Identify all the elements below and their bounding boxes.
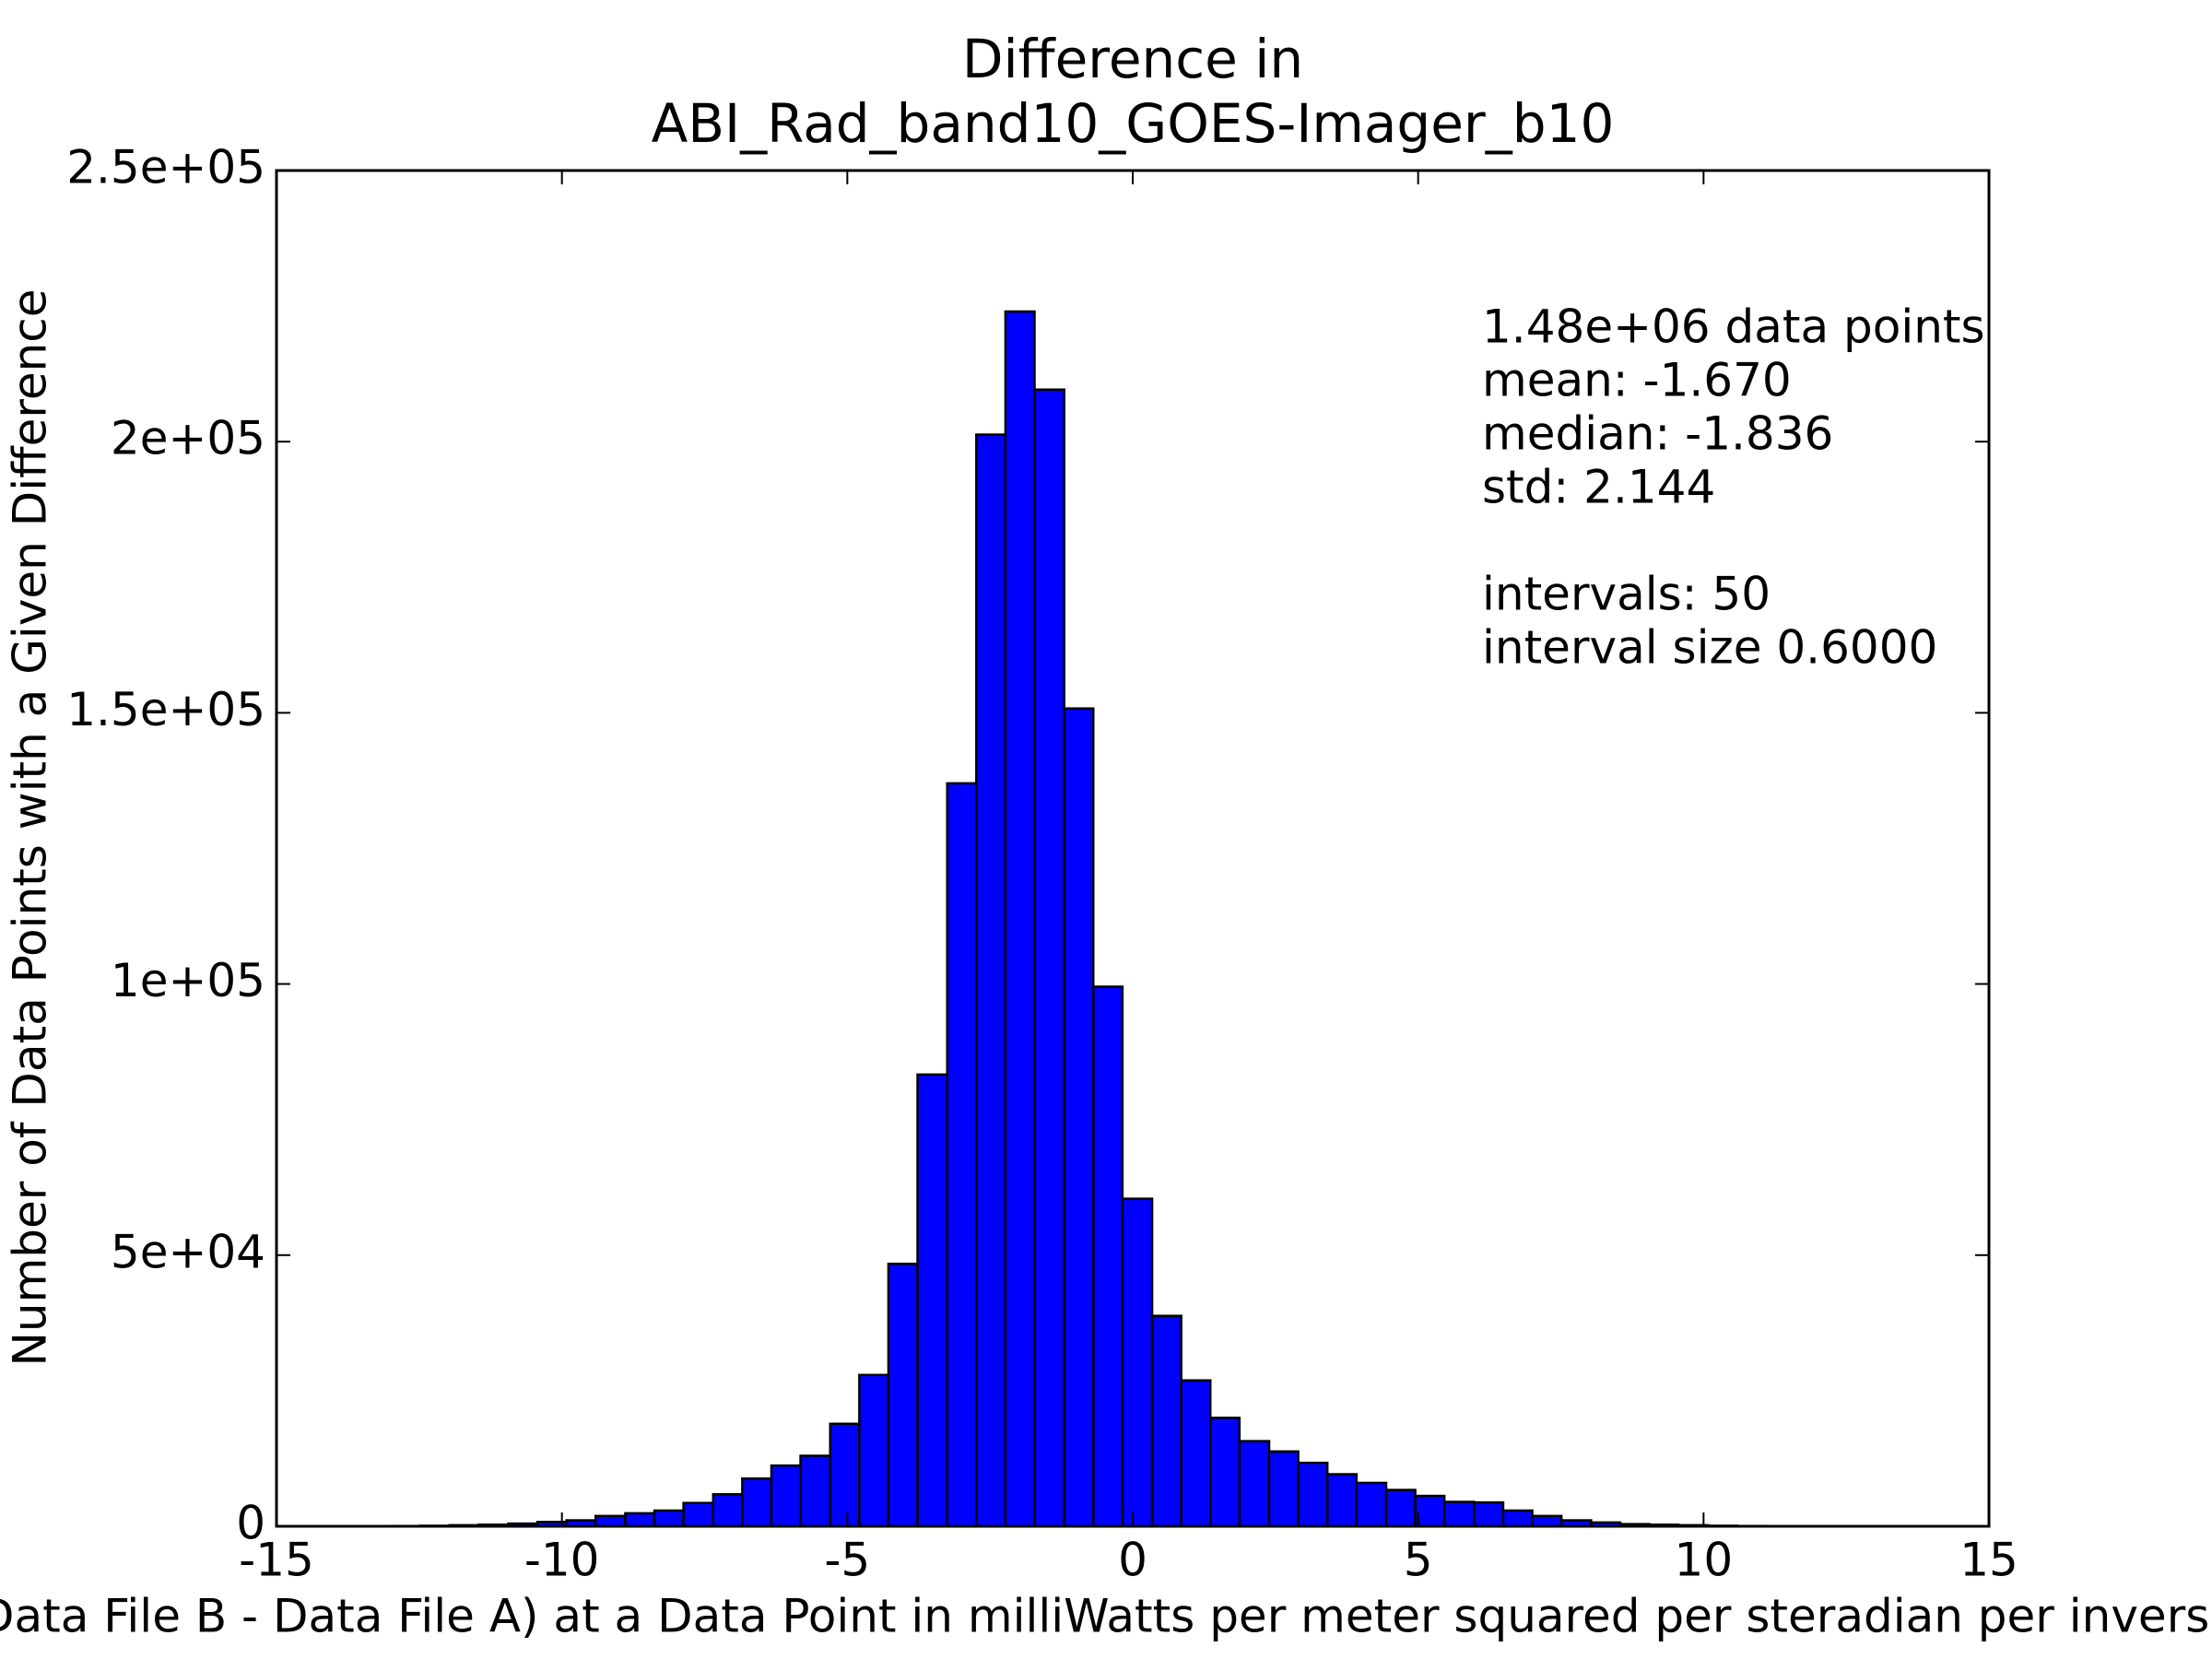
x-tick-label: 15 bbox=[1959, 1534, 2018, 1587]
y-tick-label: 1e+05 bbox=[111, 954, 265, 1007]
x-tick-label: 0 bbox=[1118, 1534, 1147, 1587]
x-tick-label: -10 bbox=[524, 1534, 600, 1587]
chart-title: Difference in bbox=[962, 28, 1303, 90]
x-tick-label: 10 bbox=[1675, 1534, 1734, 1587]
bar bbox=[829, 1422, 861, 1528]
x-tick-label: 5 bbox=[1404, 1534, 1433, 1587]
bar bbox=[1033, 388, 1065, 1528]
y-tick-label: 2.5e+05 bbox=[66, 141, 265, 194]
x-axis-label: Value of (Data File B - Data File A) at … bbox=[0, 1590, 2212, 1643]
bar bbox=[1180, 1379, 1212, 1528]
interval-text: intervals: 50 bbox=[1482, 568, 1771, 621]
bar bbox=[1473, 1500, 1505, 1528]
stats-text: mean: -1.670 bbox=[1482, 354, 1792, 407]
bar bbox=[1531, 1514, 1563, 1528]
bar bbox=[741, 1477, 773, 1528]
stats-text: median: -1.836 bbox=[1482, 407, 1833, 461]
bar bbox=[858, 1373, 890, 1528]
bar bbox=[1121, 1197, 1154, 1528]
x-tick-label: -15 bbox=[239, 1534, 314, 1587]
chart-subtitle: ABI_Rad_band10_GOES-Imager_b10 bbox=[652, 92, 1615, 155]
bar bbox=[1267, 1450, 1300, 1528]
y-axis-label: Number of Data Points with a Given Diffe… bbox=[4, 288, 57, 1366]
y-tick-label: 1.5e+05 bbox=[66, 683, 265, 736]
y-tick-label: 0 bbox=[236, 1497, 265, 1550]
bar bbox=[1442, 1500, 1476, 1528]
bar bbox=[799, 1454, 832, 1528]
x-tick-label: -5 bbox=[824, 1534, 870, 1587]
bar bbox=[1355, 1481, 1388, 1528]
bar bbox=[1208, 1417, 1241, 1528]
interval-text: interval size 0.6000 bbox=[1482, 621, 1937, 675]
bar bbox=[887, 1262, 919, 1528]
bar bbox=[682, 1501, 715, 1528]
bar bbox=[653, 1509, 685, 1528]
bar bbox=[946, 782, 978, 1528]
bar bbox=[1004, 310, 1036, 1528]
bar bbox=[712, 1493, 744, 1528]
stats-text: 1.48e+06 data points bbox=[1482, 300, 1985, 354]
bar bbox=[1297, 1461, 1329, 1528]
bar bbox=[1384, 1488, 1417, 1528]
bar bbox=[1238, 1440, 1271, 1528]
bar bbox=[975, 433, 1007, 1528]
y-tick-label: 2e+05 bbox=[111, 412, 265, 465]
bar bbox=[1092, 985, 1124, 1528]
bar bbox=[594, 1514, 627, 1528]
bar bbox=[770, 1464, 802, 1528]
y-tick-label: 5e+04 bbox=[111, 1225, 265, 1278]
bar bbox=[1325, 1473, 1359, 1528]
bar bbox=[1063, 707, 1095, 1528]
bar bbox=[624, 1512, 656, 1528]
bar bbox=[1150, 1314, 1182, 1528]
bar bbox=[916, 1073, 948, 1528]
stats-text: std: 2.144 bbox=[1482, 461, 1715, 514]
bar bbox=[1414, 1494, 1446, 1528]
bar bbox=[1501, 1509, 1534, 1528]
